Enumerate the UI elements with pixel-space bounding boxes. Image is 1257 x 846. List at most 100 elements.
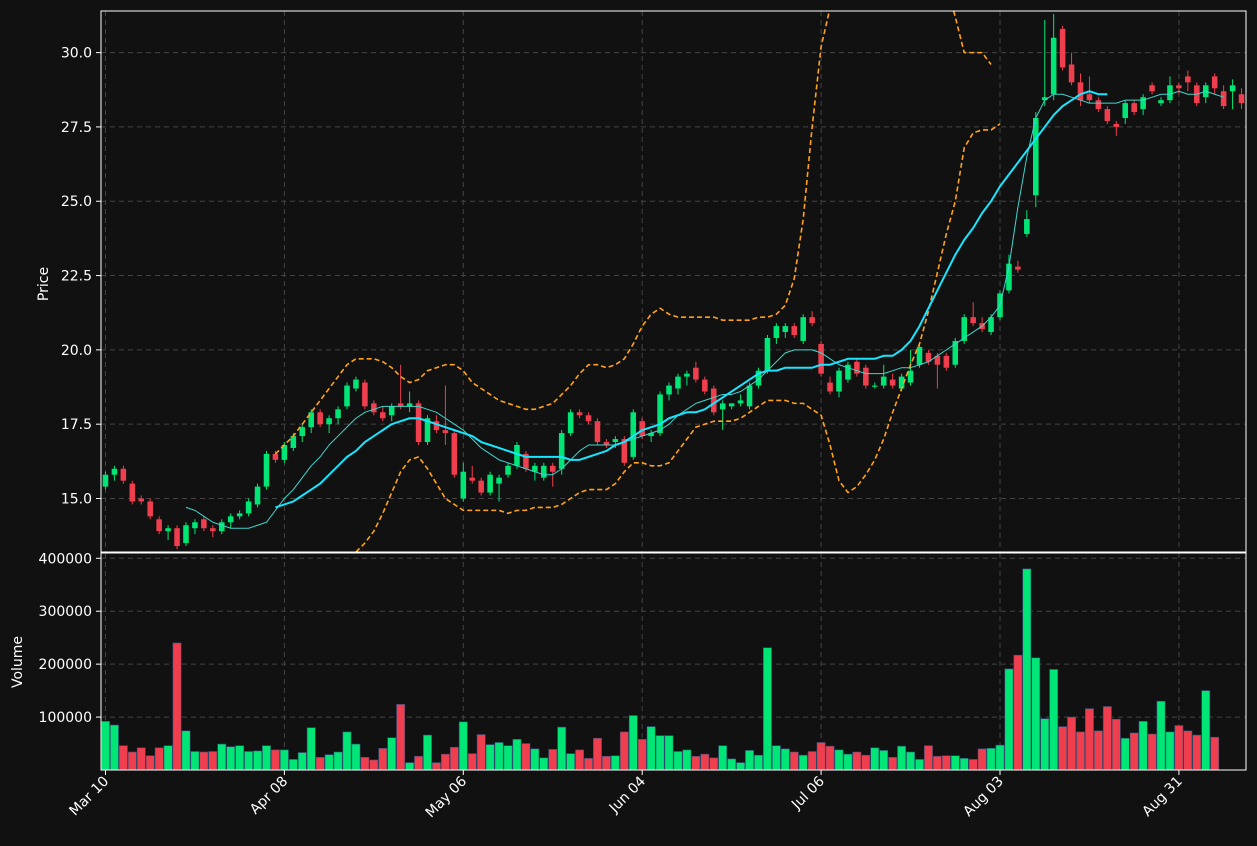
candle-body	[889, 379, 896, 386]
candle-body	[210, 528, 216, 532]
volume-bar	[691, 755, 701, 770]
volume-bar	[378, 747, 388, 770]
candle-body	[693, 367, 699, 380]
candle-body	[612, 439, 619, 443]
volume-bar	[333, 751, 343, 770]
candle-body	[621, 439, 628, 463]
bollinger-upper-line	[274, 11, 992, 455]
volume-bar	[932, 755, 942, 770]
candle-body	[362, 382, 368, 407]
candle-body	[1176, 85, 1182, 89]
volume-bar	[771, 745, 781, 770]
volume-tick-label: 300000	[39, 604, 92, 620]
volume-bar	[950, 755, 960, 770]
candle-body	[227, 516, 234, 523]
candle-body	[290, 436, 297, 448]
candle-body	[666, 385, 672, 395]
volume-bar	[449, 746, 459, 770]
volume-bar	[521, 743, 531, 770]
volume-bar	[593, 737, 602, 770]
candle-body	[272, 453, 279, 460]
price-tick-label: 20.0	[61, 343, 92, 359]
volume-bar	[888, 756, 898, 770]
volume-bar	[575, 749, 584, 770]
volume-bar	[1067, 716, 1076, 770]
volume-bar	[709, 757, 719, 770]
volume-bar	[986, 747, 996, 770]
volume-bar	[253, 750, 262, 770]
price-panel-frame	[100, 10, 1247, 553]
candle-body	[236, 513, 243, 517]
volume-bar	[798, 754, 808, 770]
volume-bar	[682, 749, 692, 770]
price-tick-label: 27.5	[61, 120, 92, 136]
volume-bar	[1210, 736, 1220, 770]
volume-bar	[279, 749, 289, 770]
volume-bar	[1156, 700, 1166, 770]
volume-bar	[655, 735, 665, 770]
price-panel	[102, 11, 1245, 552]
volume-tick-label: 100000	[39, 710, 92, 726]
candle-body	[388, 406, 395, 416]
volume-bar	[1138, 721, 1148, 770]
volume-bar	[754, 754, 763, 770]
candle-body	[1185, 76, 1191, 83]
candle-body	[746, 385, 753, 407]
candle-body	[800, 317, 806, 341]
volume-bar	[1013, 654, 1023, 770]
volume-bar	[226, 746, 236, 770]
candle-body	[245, 501, 252, 514]
volume-bar	[557, 726, 567, 770]
volume-tick-label: 200000	[39, 657, 92, 673]
volume-bar	[467, 753, 477, 770]
volume-bar	[101, 721, 110, 770]
volume-bar	[1022, 568, 1032, 770]
volume-bar	[208, 751, 218, 770]
volume-tick-label: 400000	[39, 551, 92, 567]
volume-bar	[727, 758, 737, 770]
volume-bar	[432, 762, 441, 770]
candle-body	[764, 337, 771, 371]
volume-bar	[369, 759, 379, 770]
volume-bar	[1165, 731, 1175, 770]
candle-body	[192, 522, 198, 529]
candle-body	[1068, 64, 1075, 83]
candle-body	[397, 403, 404, 407]
candle-body	[916, 346, 923, 365]
volume-bar	[664, 735, 674, 770]
candle-body	[773, 326, 780, 338]
volume-bar	[405, 762, 415, 770]
candle-body	[514, 444, 520, 466]
candle-body	[505, 465, 511, 475]
candle-body	[728, 403, 735, 407]
candle-body	[1050, 37, 1057, 95]
candle-body	[1220, 91, 1227, 107]
candle-body	[138, 498, 145, 502]
volume-bar	[235, 745, 245, 770]
volume-axis-label: Volume	[10, 636, 26, 688]
candle-body	[1104, 109, 1111, 121]
candle-body	[755, 370, 762, 386]
candle-body	[156, 519, 162, 532]
candle-body	[818, 343, 824, 374]
candle-body	[702, 379, 708, 392]
volume-bar	[924, 745, 933, 770]
volume-bar	[736, 762, 746, 770]
volume-bar	[673, 751, 683, 770]
candle-body	[1059, 28, 1066, 68]
candle-body	[639, 421, 645, 437]
volume-bar	[199, 751, 209, 770]
volume-bar	[324, 754, 334, 770]
candle-body	[1113, 123, 1120, 127]
candle-body	[961, 317, 967, 341]
volume-bar	[861, 754, 871, 770]
volume-bar	[476, 734, 486, 770]
candle-body	[371, 403, 377, 413]
volume-panel	[101, 568, 1220, 770]
volume-bar	[601, 755, 611, 770]
price-tick-label: 15.0	[61, 491, 92, 507]
candle-body	[201, 519, 207, 529]
price-tick-label: 30.0	[61, 46, 92, 62]
volume-bar	[396, 704, 406, 770]
